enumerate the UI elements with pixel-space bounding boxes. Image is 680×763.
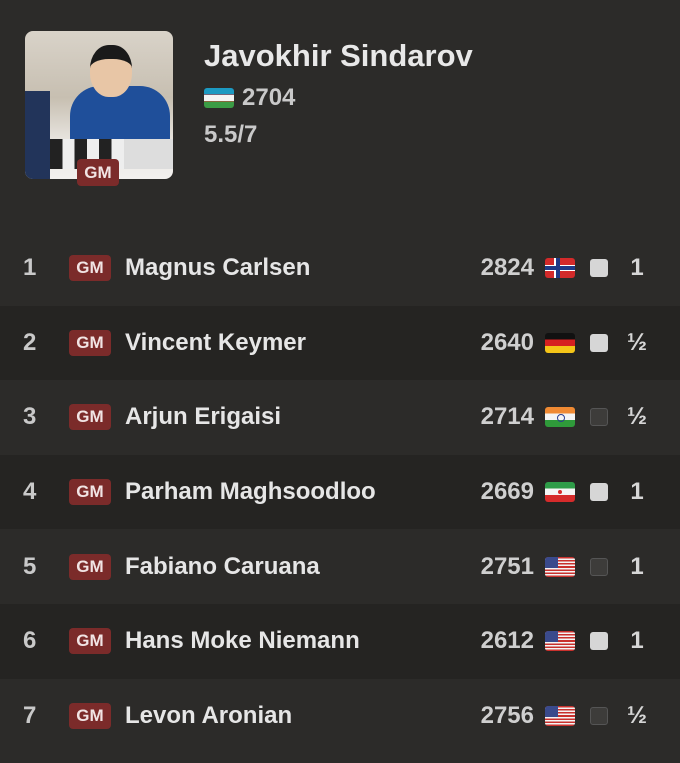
game-row[interactable]: 5 GM Fabiano Caruana 2751 1: [0, 529, 680, 604]
uzbekistan-flag-icon: [204, 88, 234, 108]
game-row[interactable]: 1 GM Magnus Carlsen 2824 1: [0, 231, 680, 306]
title-badge: GM: [69, 329, 111, 356]
white-piece-icon: [590, 259, 608, 278]
game-row[interactable]: 7 GM Levon Aronian 2756 ½: [0, 679, 680, 754]
opponent-name: Hans Moke Niemann: [125, 627, 360, 655]
player-rating: 2704: [242, 84, 296, 111]
player-title-badge: GM: [77, 159, 119, 186]
round-number: 7: [23, 701, 37, 729]
player-rating-line: 2704: [204, 84, 295, 112]
iran-flag-icon: [545, 482, 575, 503]
opponent-name: Magnus Carlsen: [125, 254, 311, 282]
title-badge: GM: [69, 479, 111, 506]
game-row[interactable]: 6 GM Hans Moke Niemann 2612 1: [0, 603, 680, 679]
opponent-rating: 2756: [480, 701, 534, 729]
india-flag-icon: [545, 407, 575, 428]
game-result: ½: [626, 701, 647, 729]
opponent-name: Parham Maghsoodloo: [125, 478, 376, 506]
game-row[interactable]: 2 GM Vincent Keymer 2640 ½: [0, 305, 680, 381]
opponent-name: Vincent Keymer: [125, 328, 306, 356]
round-number: 4: [23, 478, 37, 506]
game-result: 1: [630, 254, 644, 282]
opponent-rating: 2824: [480, 254, 534, 282]
game-result: ½: [626, 328, 647, 356]
game-row[interactable]: 4 GM Parham Maghsoodloo 2669 1: [0, 454, 680, 530]
black-piece-icon: [590, 706, 608, 725]
games-list: 1 GM Magnus Carlsen 2824 1 2 GM Vincent Keymer 2…: [0, 231, 680, 753]
player-score: 5.5/7: [204, 121, 258, 148]
title-badge: GM: [69, 628, 111, 655]
player-name: Javokhir Sindarov: [204, 38, 473, 73]
game-result: ½: [626, 403, 647, 431]
round-number: 3: [23, 403, 37, 431]
white-piece-icon: [590, 483, 608, 502]
germany-flag-icon: [545, 332, 575, 353]
player-header: GM Javokhir Sindarov 2704 5.5/7: [0, 0, 680, 230]
black-piece-icon: [590, 408, 608, 427]
title-badge: GM: [69, 255, 111, 282]
round-number: 6: [23, 627, 37, 655]
white-piece-icon: [590, 333, 608, 352]
opponent-rating: 2669: [480, 478, 534, 506]
usa-flag-icon: [545, 705, 575, 726]
game-row[interactable]: 3 GM Arjun Erigaisi 2714 ½: [0, 380, 680, 455]
opponent-rating: 2714: [480, 403, 534, 431]
norway-flag-icon: [545, 258, 575, 279]
title-badge: GM: [69, 553, 111, 580]
usa-flag-icon: [545, 631, 575, 652]
opponent-rating: 2751: [480, 552, 534, 580]
player-photo: [25, 31, 173, 179]
round-number: 2: [23, 328, 37, 356]
opponent-name: Fabiano Caruana: [125, 552, 320, 580]
usa-flag-icon: [545, 556, 575, 577]
round-number: 5: [23, 552, 37, 580]
opponent-rating: 2640: [480, 328, 534, 356]
opponent-rating: 2612: [480, 627, 534, 655]
game-result: 1: [630, 478, 644, 506]
round-number: 1: [23, 254, 37, 282]
opponent-name: Levon Aronian: [125, 701, 293, 729]
white-piece-icon: [590, 632, 608, 651]
title-badge: GM: [69, 702, 111, 729]
title-badge: GM: [69, 404, 111, 431]
game-result: 1: [630, 627, 644, 655]
opponent-name: Arjun Erigaisi: [125, 403, 282, 431]
black-piece-icon: [590, 557, 608, 576]
game-result: 1: [630, 552, 644, 580]
